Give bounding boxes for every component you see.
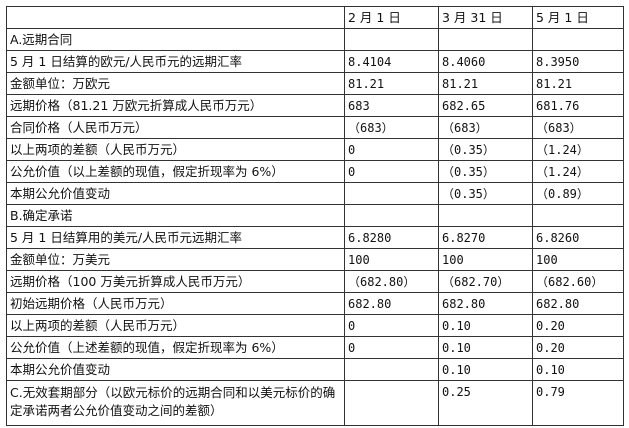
value-cell: 8.4104 — [344, 50, 439, 73]
header-row: 2 月 1 日 3 月 31 日 5 月 1 日 — [6, 6, 624, 29]
row-label: B.确定承诺 — [6, 204, 345, 227]
table-row: 本期公允价值变动 0.10 0.10 — [6, 358, 624, 381]
value-cell: （0.89） — [532, 182, 624, 205]
table-row: B.确定承诺 — [6, 204, 624, 227]
table-row: 5 月 1 日结算的欧元/人民币元的远期汇率 8.4104 8.4060 8.3950 — [6, 50, 624, 73]
value-cell — [438, 28, 533, 51]
header-cell: 5 月 1 日 — [532, 6, 624, 29]
value-cell: 100 — [344, 248, 439, 271]
value-cell: 682.80 — [438, 292, 533, 315]
value-cell: 0.10 — [532, 358, 624, 381]
table-row: 金额单位：万欧元 81.21 81.21 81.21 — [6, 72, 624, 95]
row-label: 远期价格（100 万美元折算成人民币万元） — [6, 270, 345, 293]
value-cell: （682.80） — [344, 270, 439, 293]
row-label: 远期价格（81.21 万欧元折算成人民币万元） — [6, 94, 345, 117]
table-row: 金额单位：万美元 100 100 100 — [6, 248, 624, 271]
row-label: 5 月 1 日结算用的美元/人民币元远期汇率 — [6, 226, 345, 249]
value-cell — [344, 358, 439, 381]
value-cell — [344, 28, 439, 51]
value-cell: （0.35） — [438, 182, 533, 205]
table-row: A.远期合同 — [6, 28, 624, 51]
value-cell — [532, 204, 624, 227]
value-cell: （683） — [532, 116, 624, 139]
value-cell: 0 — [344, 314, 439, 337]
header-cell: 2 月 1 日 — [344, 6, 439, 29]
value-cell: 81.21 — [438, 72, 533, 95]
value-cell — [344, 204, 439, 227]
row-label: 以上两项的差额（人民币万元） — [6, 138, 345, 161]
value-cell: 100 — [532, 248, 624, 271]
row-label: 本期公允价值变动 — [6, 182, 345, 205]
value-cell: 6.8260 — [532, 226, 624, 249]
row-label: 本期公允价值变动 — [6, 358, 345, 381]
table-row: 公允价值（上述差额的现值，假定折现率为 6%） 0 0.10 0.20 — [6, 336, 624, 359]
value-cell: 0.20 — [532, 336, 624, 359]
value-cell: （1.24） — [532, 160, 624, 183]
row-label: 公允价值（上述差额的现值，假定折现率为 6%） — [6, 336, 345, 359]
table-row: 远期价格（100 万美元折算成人民币万元） （682.80） （682.70） （68… — [6, 270, 624, 293]
hedge-table: 2 月 1 日 3 月 31 日 5 月 1 日 A.远期合同 5 月 1 日结算… — [6, 6, 624, 426]
value-cell: 0.79 — [532, 380, 624, 426]
value-cell: 6.8280 — [344, 226, 439, 249]
value-cell: （0.35） — [438, 160, 533, 183]
row-label: 公允价值（以上差额的现值，假定折现率为 6%） — [6, 160, 345, 183]
row-label: A.远期合同 — [6, 28, 345, 51]
value-cell: （682.70） — [438, 270, 533, 293]
row-label: 5 月 1 日结算的欧元/人民币元的远期汇率 — [6, 50, 345, 73]
value-cell: 683 — [344, 94, 439, 117]
header-cell — [6, 6, 345, 29]
row-label: 金额单位：万美元 — [6, 248, 345, 271]
table-row: 以上两项的差额（人民币万元） 0 （0.35） （1.24） — [6, 138, 624, 161]
value-cell: 0.10 — [438, 336, 533, 359]
value-cell — [344, 380, 439, 426]
value-cell — [344, 182, 439, 205]
row-label: 初始远期价格（人民币万元） — [6, 292, 345, 315]
value-cell: 6.8270 — [438, 226, 533, 249]
value-cell: 0.10 — [438, 358, 533, 381]
value-cell: 682.80 — [344, 292, 439, 315]
value-cell: （0.35） — [438, 138, 533, 161]
table-row: 本期公允价值变动 （0.35） （0.89） — [6, 182, 624, 205]
value-cell: （683） — [344, 116, 439, 139]
value-cell: （683） — [438, 116, 533, 139]
row-label: 以上两项的差额（人民币万元） — [6, 314, 345, 337]
value-cell: 0.25 — [438, 380, 533, 426]
table-row: 以上两项的差额（人民币万元） 0 0.10 0.20 — [6, 314, 624, 337]
row-label: 金额单位：万欧元 — [6, 72, 345, 95]
value-cell: 81.21 — [344, 72, 439, 95]
value-cell — [438, 204, 533, 227]
value-cell: 682.80 — [532, 292, 624, 315]
value-cell: 0 — [344, 160, 439, 183]
table-row: C.无效套期部分（以欧元标价的远期合同和以美元标价的确定承诺两者公允价值变动之间… — [6, 380, 624, 426]
row-label: 合同价格（人民币万元） — [6, 116, 345, 139]
value-cell: 0.20 — [532, 314, 624, 337]
table-row: 5 月 1 日结算用的美元/人民币元远期汇率 6.8280 6.8270 6.8260 — [6, 226, 624, 249]
value-cell: 0.10 — [438, 314, 533, 337]
table-row: 合同价格（人民币万元） （683） （683） （683） — [6, 116, 624, 139]
value-cell: 100 — [438, 248, 533, 271]
row-label: C.无效套期部分（以欧元标价的远期合同和以美元标价的确定承诺两者公允价值变动之间… — [6, 380, 345, 426]
value-cell: 681.76 — [532, 94, 624, 117]
table-row: 初始远期价格（人民币万元） 682.80 682.80 682.80 — [6, 292, 624, 315]
table-row: 远期价格（81.21 万欧元折算成人民币万元） 683 682.65 681.76 — [6, 94, 624, 117]
value-cell: 0 — [344, 336, 439, 359]
value-cell: 81.21 — [532, 72, 624, 95]
table-row: 公允价值（以上差额的现值，假定折现率为 6%） 0 （0.35） （1.24） — [6, 160, 624, 183]
value-cell — [532, 28, 624, 51]
value-cell: 8.3950 — [532, 50, 624, 73]
value-cell: 8.4060 — [438, 50, 533, 73]
value-cell: （682.60） — [532, 270, 624, 293]
value-cell: 0 — [344, 138, 439, 161]
value-cell: （1.24） — [532, 138, 624, 161]
header-cell: 3 月 31 日 — [438, 6, 533, 29]
value-cell: 682.65 — [438, 94, 533, 117]
